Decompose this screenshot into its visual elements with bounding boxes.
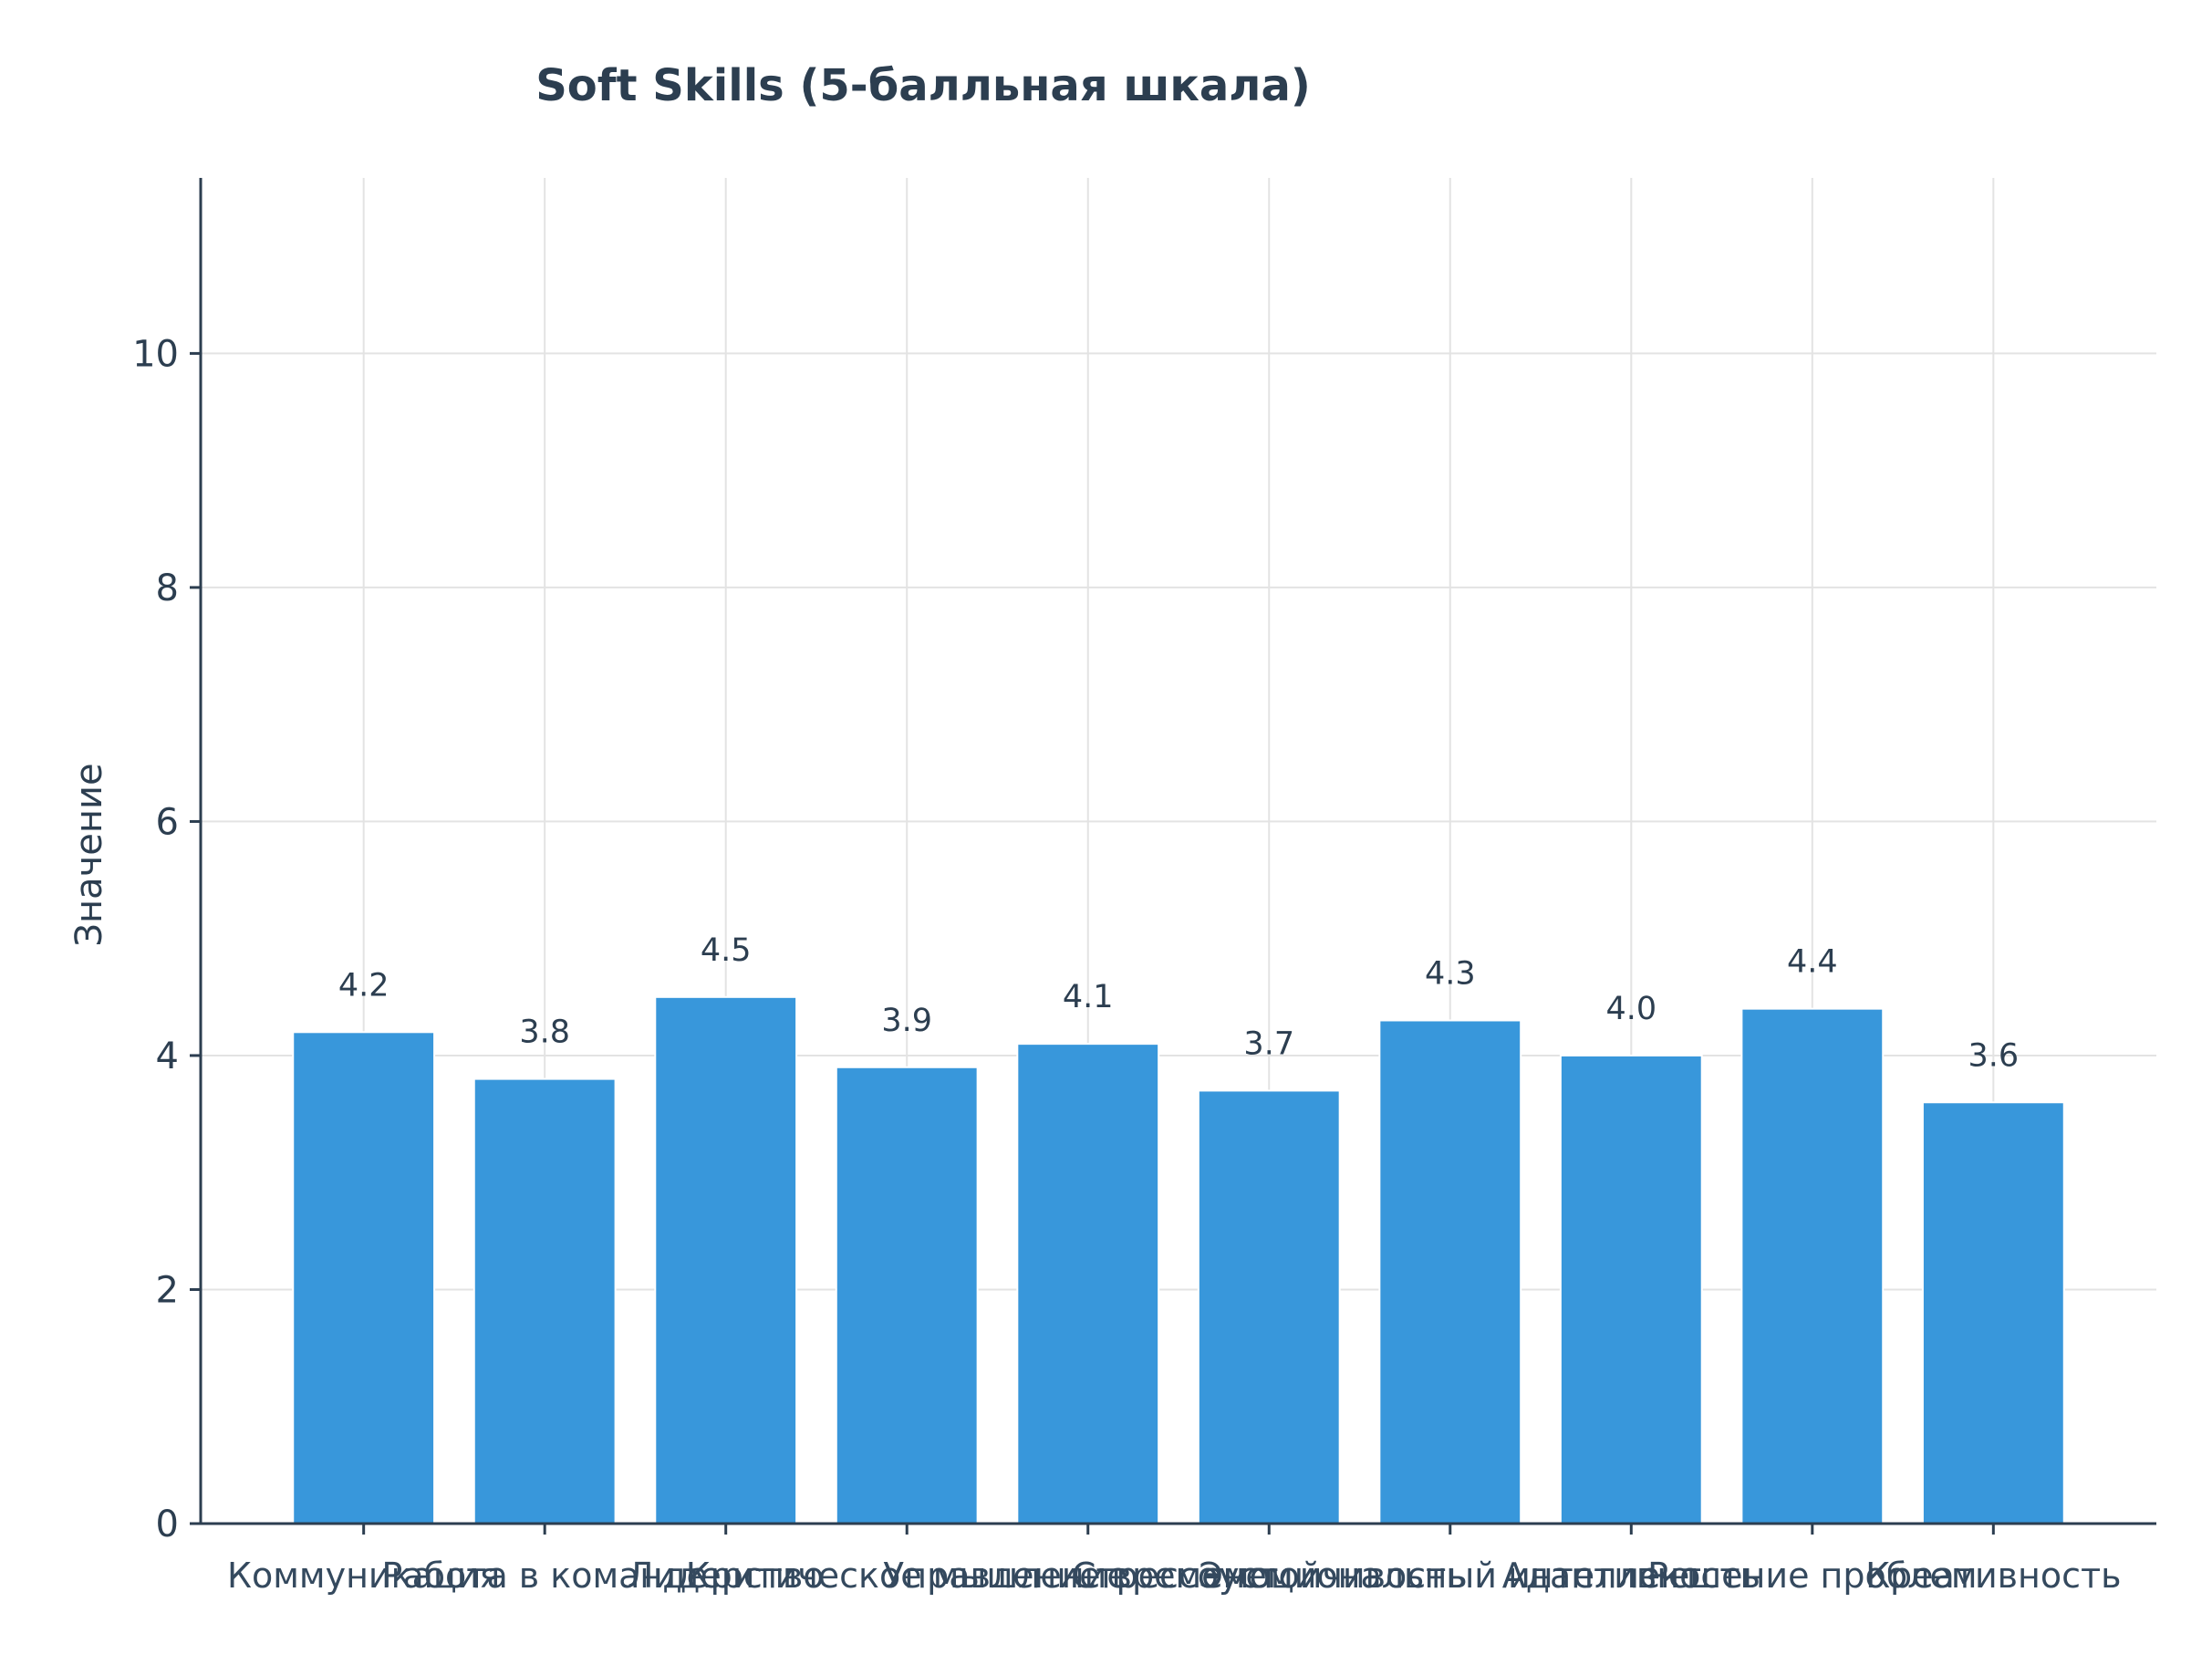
y-tick-label: 8 xyxy=(156,567,179,609)
bar xyxy=(654,995,798,1525)
y-tick-label: 4 xyxy=(156,1035,179,1077)
data-label: 4.3 xyxy=(1425,955,1476,992)
x-tick-label: Управление временем xyxy=(883,1556,1293,1596)
data-label: 4.2 xyxy=(338,967,389,1004)
data-label: 4.0 xyxy=(1605,991,1656,1027)
data-label: 4.5 xyxy=(701,932,752,969)
bar xyxy=(1921,1101,2065,1525)
x-tick-label: Коммуникация xyxy=(227,1556,500,1596)
bar xyxy=(1197,1089,1341,1525)
bars xyxy=(292,995,2065,1525)
x-tick-label: Решение проблем xyxy=(1647,1556,1977,1596)
y-tick-label: 2 xyxy=(156,1269,179,1311)
x-tick-label: Адаптивность xyxy=(1502,1556,1760,1596)
bar xyxy=(1559,1054,1703,1525)
y-tick-label: 10 xyxy=(132,333,179,375)
data-label: 3.6 xyxy=(1968,1037,2019,1074)
bar xyxy=(292,1031,436,1525)
chart-title: Soft Skills (5-балльная шкала) xyxy=(535,60,1311,111)
bar xyxy=(473,1077,617,1525)
x-tick-label: Эмоциональный интеллект xyxy=(1199,1556,1701,1596)
bar xyxy=(1740,1007,1885,1525)
bar xyxy=(1378,1019,1522,1525)
x-tick-label: Критическое мышление xyxy=(686,1556,1128,1596)
data-labels: 4.2 3.8 4.5 3.9 4.1 3.7 4.3 4.0 4.4 3.6 xyxy=(338,932,2019,1074)
y-tick-labels: 0 2 4 6 8 10 xyxy=(132,333,179,1545)
x-tick-label: Креативность xyxy=(1865,1556,2122,1596)
y-axis-label: Значение xyxy=(68,763,110,946)
x-tick-label: Стрессоустойчивость xyxy=(1072,1556,1467,1596)
data-label: 3.8 xyxy=(519,1015,570,1051)
x-tick-label: Лидерство xyxy=(628,1556,825,1596)
data-label: 3.9 xyxy=(881,1003,932,1039)
data-label: 4.4 xyxy=(1787,944,1838,981)
data-label: 4.1 xyxy=(1063,979,1114,1015)
y-tick-label: 6 xyxy=(156,801,179,843)
y-tick-label: 0 xyxy=(156,1504,179,1545)
bar xyxy=(1016,1043,1160,1525)
axes xyxy=(190,178,2156,1535)
data-label: 3.7 xyxy=(1243,1025,1294,1062)
x-tick-label: Работа в команде xyxy=(381,1556,708,1596)
bar xyxy=(835,1066,979,1525)
